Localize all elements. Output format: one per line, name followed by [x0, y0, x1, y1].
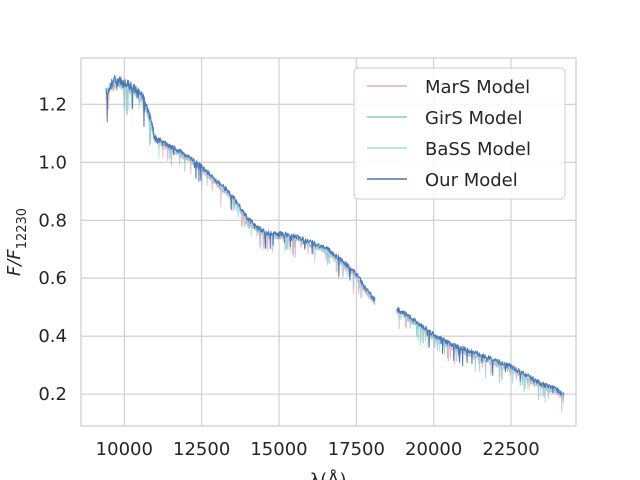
legend-label: BaSS Model	[425, 139, 531, 160]
x-axis-label: λ(Å)	[309, 469, 346, 480]
x-tick-label: 22500	[482, 439, 539, 460]
series-line-our-model	[396, 306, 565, 397]
legend-label: GirS Model	[425, 108, 523, 129]
y-tick-label: 1.0	[38, 152, 67, 173]
y-axis-label: F/F12230	[4, 208, 30, 276]
tick-labels: 10000 12500 15000 17500 20000 22500 0.2 0.4 0.6 0…	[38, 94, 539, 460]
y-tick-label: 1.2	[38, 94, 67, 115]
y-tick-label: 0.4	[38, 326, 67, 347]
x-tick-label: 10000	[96, 439, 153, 460]
legend-label: Our Model	[425, 170, 518, 191]
y-tick-label: 0.6	[38, 268, 67, 289]
legend-label: MarS Model	[425, 77, 530, 98]
x-tick-label: 15000	[250, 439, 307, 460]
series-line-our-model	[105, 74, 376, 302]
legend: MarS Model GirS Model BaSS Model Our Model	[353, 67, 566, 200]
plot-frame	[80, 57, 577, 427]
y-tick-label: 0.2	[38, 384, 67, 405]
legend-box	[353, 67, 566, 200]
y-tick-label: 0.8	[38, 210, 67, 231]
x-tick-label: 20000	[405, 439, 462, 460]
y-axis-label-main: F/F	[4, 249, 25, 276]
x-tick-label: 17500	[328, 439, 385, 460]
y-axis-label-subscript: 12230	[15, 208, 30, 249]
x-tick-label: 12500	[173, 439, 230, 460]
series-line-girs-model	[396, 308, 565, 404]
series-layer	[105, 74, 565, 413]
